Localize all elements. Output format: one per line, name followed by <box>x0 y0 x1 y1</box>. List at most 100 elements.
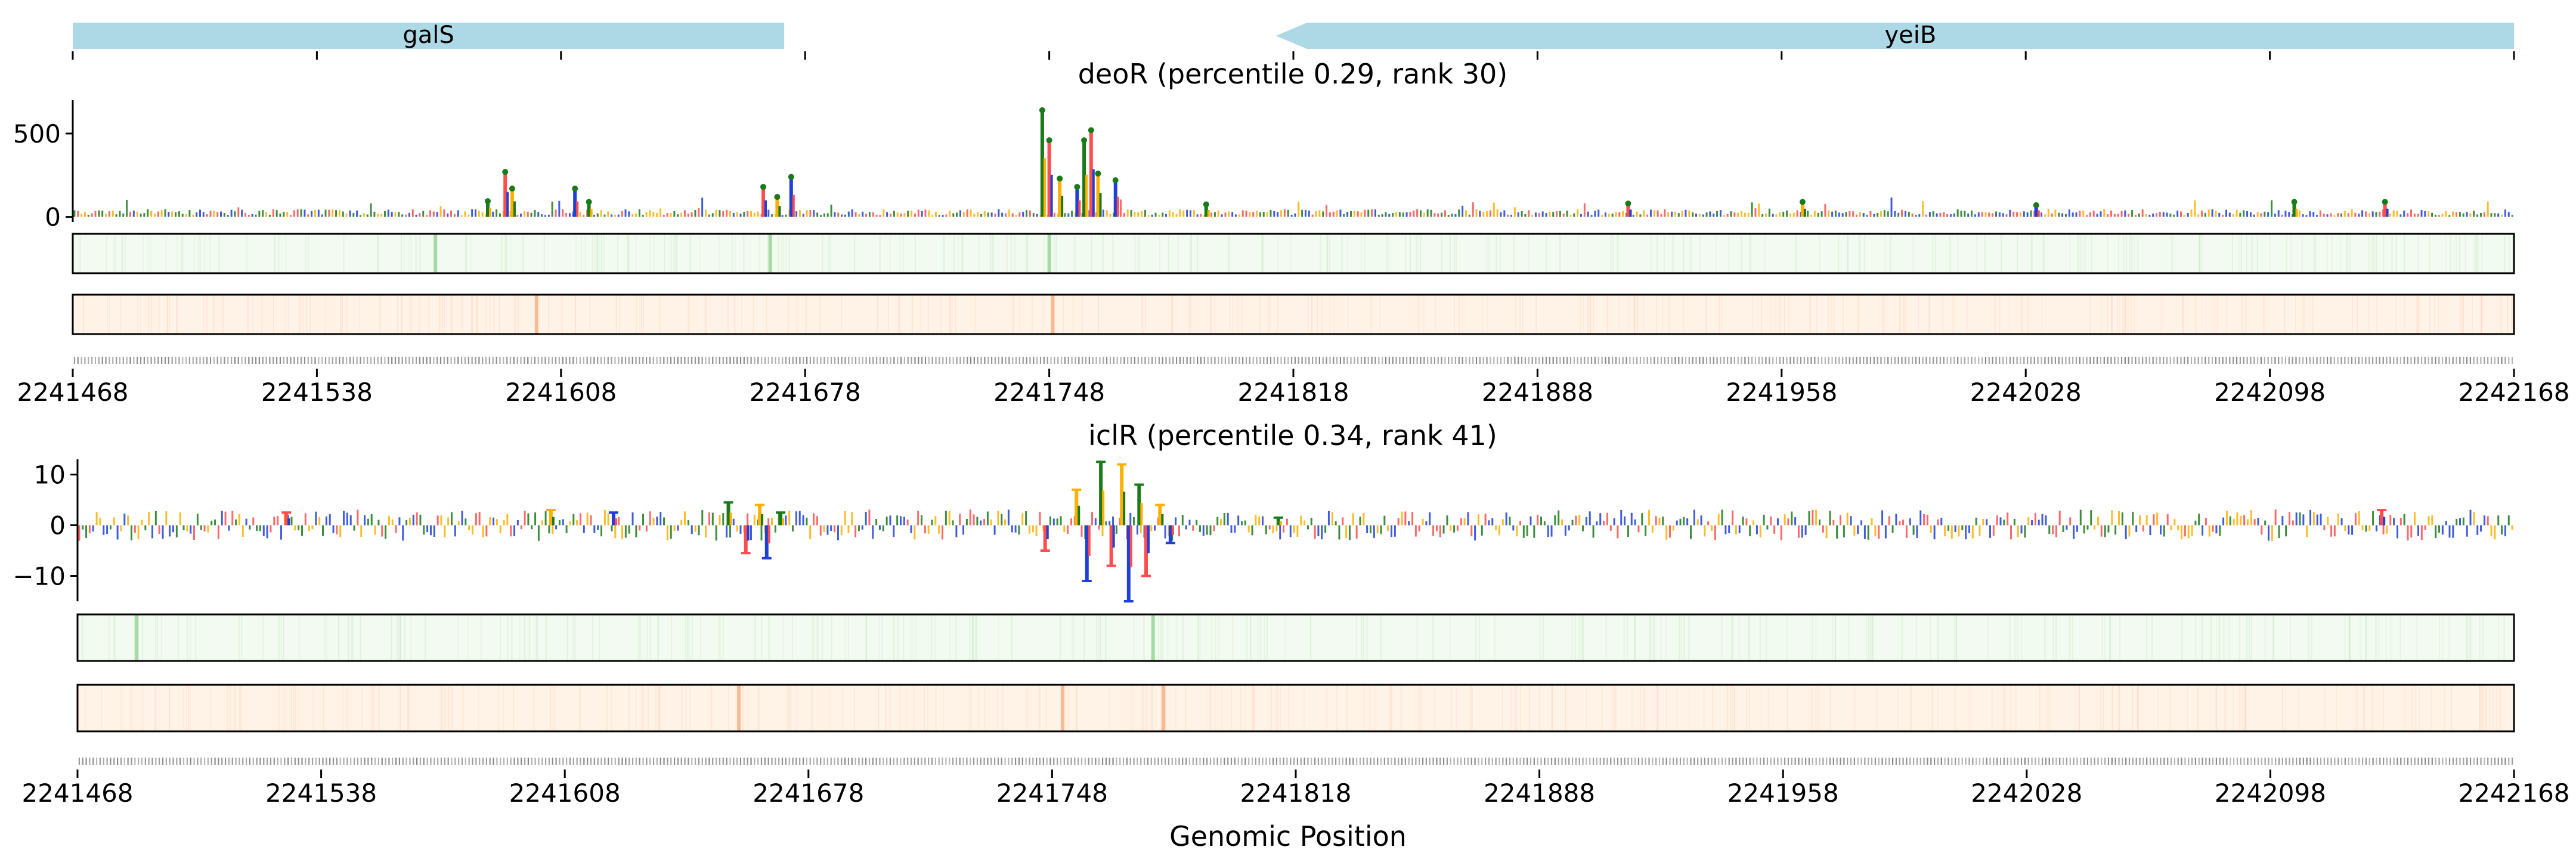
heat-track-cell <box>1669 295 1671 334</box>
heat-track-cell <box>439 295 441 334</box>
heat-track-cell <box>962 234 964 273</box>
heat-track-cell <box>676 234 678 273</box>
heat-track-cell <box>2376 234 2377 273</box>
heat-track-cell <box>2295 295 2296 334</box>
heat-track-cell <box>346 685 348 731</box>
heat-track-cell <box>1815 614 1817 661</box>
heat-track-cell <box>1347 234 1349 273</box>
heat-track-cell <box>1369 685 1371 731</box>
heat-track-cell <box>2134 295 2135 334</box>
heat-track-cell <box>878 614 880 661</box>
heat-track-cell <box>273 295 274 334</box>
heat-track-cell <box>1631 685 1633 731</box>
heat-track-cell <box>2111 685 2113 731</box>
heat-track-cell <box>1341 234 1343 273</box>
heat-track-cell <box>2382 685 2384 731</box>
heat-track-cell <box>1253 685 1255 731</box>
heat-track-cell <box>157 614 159 661</box>
heat-track-cell <box>575 234 577 273</box>
heat-track-cell <box>865 614 867 661</box>
heat-track-cell <box>1026 234 1027 273</box>
heat-track-cell <box>134 614 135 661</box>
orange-heat-track <box>72 293 2515 335</box>
heat-track-cell <box>1209 295 1211 334</box>
heat-track-cell <box>410 234 412 273</box>
gene-track: galS yeiB <box>72 21 2515 60</box>
heat-track-cell <box>2223 614 2225 661</box>
heat-track-cell <box>2214 295 2216 334</box>
heat-track-cell <box>466 234 467 273</box>
heat-track-cell <box>596 234 598 273</box>
heat-track-cell <box>2485 685 2487 731</box>
heat-track-cell <box>2103 685 2104 731</box>
heat-track-cell <box>1942 295 1944 334</box>
heat-track-cell <box>143 234 144 273</box>
heat-track-cell <box>1579 295 1581 334</box>
heat-track-cell <box>507 614 509 661</box>
heat-track-cell <box>2122 295 2124 334</box>
heat-track-cell <box>1932 234 1934 273</box>
heat-track-cell <box>1860 234 1862 273</box>
heat-track-cell <box>2434 295 2436 334</box>
heat-track-cell <box>2368 295 2370 334</box>
heat-track-cell <box>1984 234 1986 273</box>
heat-track-cell <box>1857 295 1859 334</box>
heat-track-cell <box>1366 614 1368 661</box>
heat-track-cell <box>991 234 993 273</box>
heat-track-cell <box>83 295 85 334</box>
heat-track-cell <box>971 614 973 661</box>
heat-track-cell <box>877 295 878 334</box>
heat-track-cell <box>2125 295 2126 334</box>
heat-track-cell <box>1175 685 1176 731</box>
heat-track-cell <box>1013 295 1014 334</box>
heat-track-cell <box>1966 295 1968 334</box>
heat-track-cell <box>700 614 702 661</box>
heat-track-cell <box>1063 295 1064 334</box>
heat-track-cell <box>989 234 991 273</box>
heat-track-cell <box>2456 234 2457 273</box>
heat-track-cell <box>1968 685 1970 731</box>
heat-track-cell <box>796 295 798 334</box>
heat-track-cell <box>2391 234 2393 273</box>
heat-track-cell <box>1864 234 1866 273</box>
heat-track-cell <box>911 295 913 334</box>
heat-track-cell <box>2137 685 2139 731</box>
heat-track-cell <box>2290 234 2292 273</box>
heat-track-bg <box>78 614 2514 661</box>
heat-track-cell <box>309 295 311 334</box>
heat-track-cell <box>194 234 196 273</box>
heat-track-cell <box>2472 295 2473 334</box>
heat-track-cell <box>1721 614 1723 661</box>
heat-track-cell <box>757 685 759 731</box>
heat-track-cell <box>2004 685 2006 731</box>
heat-track-cell <box>2243 685 2245 731</box>
heat-track-cell <box>308 234 309 273</box>
heat-track-cell <box>741 295 742 334</box>
heat-track-cell <box>2503 614 2505 661</box>
heat-track-cell <box>1364 234 1366 273</box>
heat-track-cell <box>2272 614 2274 661</box>
heat-track-cell <box>1866 614 1868 661</box>
heat-track-cell <box>129 685 131 731</box>
heat-track-cell <box>778 234 779 273</box>
heat-track-cell <box>969 685 971 731</box>
heat-track-cell <box>428 295 430 334</box>
heat-track-cell <box>359 295 361 334</box>
heat-track-cell <box>478 685 479 731</box>
heat-track-cell <box>1488 234 1490 273</box>
heat-track-cell <box>227 685 228 731</box>
heat-track-cell <box>2218 614 2220 661</box>
heat-track-cell <box>718 614 720 661</box>
heat-track-cell <box>391 614 392 661</box>
heat-track-cell <box>658 614 660 661</box>
heat-track-cell <box>1410 234 1411 273</box>
heat-track-cell <box>2496 685 2498 731</box>
heat-track-cell <box>284 295 286 334</box>
heat-track-cell <box>1829 685 1831 731</box>
heat-track-cell <box>528 614 530 661</box>
heat-track-cell <box>166 295 168 334</box>
heat-track-cell <box>1416 614 1418 661</box>
peak-tip <box>2291 199 2298 205</box>
heat-track-cell <box>627 234 628 273</box>
